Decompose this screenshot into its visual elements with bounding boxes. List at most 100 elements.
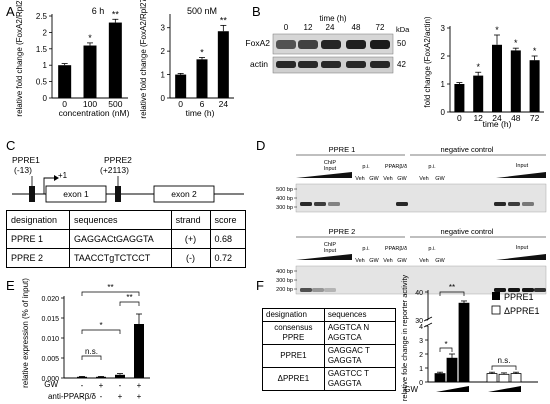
bar: [96, 376, 106, 378]
chart-b-xlabel: time (h): [483, 119, 512, 129]
anti-sign: -: [81, 392, 84, 401]
chart-f: relative fole change in reporter activit…: [400, 275, 540, 402]
panel-label-c: C: [6, 138, 15, 153]
bar: [434, 373, 446, 383]
x-tick-label: 48: [511, 113, 521, 123]
ppre-block-title: PPRE 2: [329, 227, 356, 236]
table-cell: PPRE1: [262, 344, 325, 368]
gel-band: [522, 202, 534, 206]
gw-sign: -: [81, 381, 84, 390]
significance-bracket: [439, 291, 465, 296]
exon1-box: [45, 185, 107, 203]
x-tick-label: 0: [457, 113, 462, 123]
x-tick-label: 24: [219, 99, 229, 109]
significance-bracket: [491, 365, 517, 370]
y-tick-label: 30: [415, 318, 423, 325]
gel-band: [508, 202, 520, 206]
y-tick-label: 0: [161, 94, 166, 103]
chart-a-left-ylabel: relative fold change (FoxA2/Rpl27): [15, 0, 24, 117]
significance-mark: **: [449, 283, 455, 292]
ppre1-label: PPRE1: [12, 155, 40, 165]
foxa2-band: [346, 40, 366, 49]
blot-b-time-24: 24: [326, 23, 335, 32]
pi-label: p.i.: [428, 246, 436, 252]
ppre2-box: [115, 186, 121, 202]
panel-label-d: D: [256, 138, 265, 153]
bar: [115, 374, 125, 378]
significance-mark: **: [220, 15, 228, 25]
table-row: ΔPPRE1 GAGTCC T GAGGTA: [262, 367, 397, 391]
bar: [108, 22, 122, 99]
y-tick-label: 3: [161, 24, 166, 33]
veh-lane-label: Veh: [383, 176, 392, 182]
x-tick-label: 6: [200, 99, 205, 109]
significance-mark: **: [107, 283, 113, 292]
tss-arrowhead: [54, 175, 59, 181]
tss-arrow: [43, 177, 54, 194]
panel-label-b: B: [252, 4, 261, 19]
table-cell: (-): [170, 248, 211, 268]
x-tick-label: 12: [473, 113, 483, 123]
table-cell: (+): [170, 229, 211, 249]
chart-a-left-title: 6 h: [92, 6, 105, 16]
ppar-label: PPARβ/δ: [385, 164, 407, 170]
anti-sign: +: [137, 392, 142, 401]
panel-label-a: A: [6, 4, 15, 19]
table-cell: 0.72: [209, 248, 246, 268]
gel-band: [534, 288, 546, 292]
negative-control-title: negative control: [441, 227, 494, 236]
table-cell: consensus PPRE: [262, 321, 325, 345]
ppre1-position: (-13): [14, 165, 32, 175]
ppre-table-f: designation sequences consensus PPRE AGG…: [262, 308, 397, 391]
foxa2-band: [276, 40, 296, 49]
significance-mark: *: [514, 38, 518, 48]
table-cell: GAGGAC T GAGGTA: [323, 344, 397, 368]
tss-label: +1: [58, 171, 68, 180]
y-tick-label: 3: [419, 338, 423, 345]
gel-band: [314, 202, 326, 206]
veh-lane-label: Veh: [355, 258, 364, 264]
y-tick-label: 2: [161, 47, 166, 56]
chart-a-left: 6 h relative fold change (FoxA2/Rpl27) c…: [15, 0, 130, 118]
blot-b-label-foxa2: FoxA2: [245, 38, 270, 48]
gel-band: [300, 202, 312, 206]
chart-b: fold change (FoxA2/actin) time (h) 01230…: [423, 16, 544, 129]
bar: [134, 324, 144, 378]
table-row: PPRE 2 TAACCTgTCTCCT (-) 0.72: [6, 248, 246, 268]
blot-b-kda: kDa: [396, 25, 410, 34]
gel-band: [522, 288, 534, 292]
chart-a-right-xlabel: time (h): [186, 108, 215, 118]
gel-band: [300, 288, 312, 292]
bar: [83, 45, 97, 98]
significance-bracket: [81, 329, 121, 334]
gel-band: [494, 202, 506, 206]
exon2-box: [153, 185, 215, 203]
legend-swatch-dppre1: [491, 305, 501, 315]
chart-f-gw-label: GW: [404, 385, 418, 394]
ppre-block-title: PPRE 1: [329, 145, 356, 154]
y-tick-label: 0: [441, 108, 446, 117]
gel-band: [396, 202, 408, 206]
blot-b-time-48: 48: [352, 23, 361, 32]
chart-e-ylabel: relative expression (% of input): [21, 278, 30, 388]
x-tick-label: 24: [492, 113, 502, 123]
y-tick-label: 0.5: [36, 78, 48, 87]
actin-band: [370, 61, 390, 68]
blot-b-label-actin: actin: [250, 59, 268, 69]
panel-label-e: E: [6, 278, 15, 293]
y-tick-label: 0.005: [41, 356, 59, 363]
bp-marker: 500 bp: [276, 187, 293, 193]
titration-wedge: [496, 254, 546, 260]
y-tick-label: 40: [415, 290, 423, 297]
significance-bracket: [119, 301, 140, 306]
x-tick-label: 0: [62, 99, 67, 109]
negative-control-title: negative control: [441, 145, 494, 154]
gw-sign: +: [137, 381, 142, 390]
significance-bracket: [81, 355, 102, 360]
chart-f-ylabel: relative fole change in reporter activit…: [400, 275, 409, 402]
x-tick-label: 100: [83, 99, 97, 109]
significance-mark: *: [476, 62, 480, 72]
chart-a-right-title: 500 nM: [187, 6, 217, 16]
